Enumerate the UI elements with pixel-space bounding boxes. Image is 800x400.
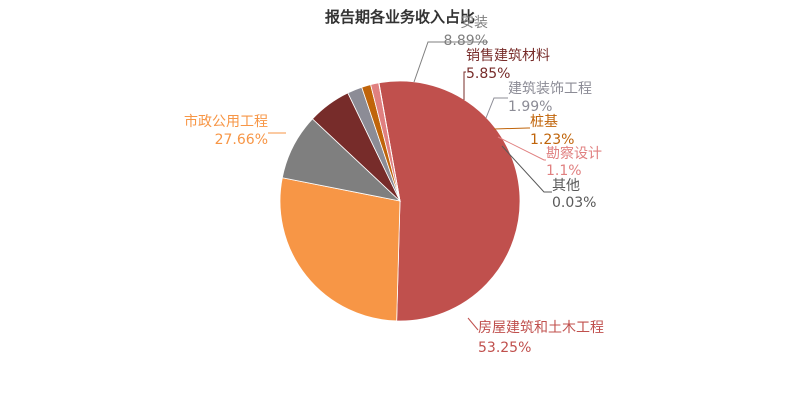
leader-line bbox=[467, 317, 479, 331]
slice-value-label: 53.25% bbox=[478, 340, 531, 356]
pie-slice bbox=[378, 82, 401, 202]
pie-labels: 房屋建筑和土木工程 53.25% 市政公用工程 27.66% 安装 8.89%销售建筑材料… bbox=[184, 15, 604, 356]
leader-line bbox=[413, 41, 488, 83]
slice-name-label: 勘察设计 bbox=[546, 145, 602, 162]
leader-line bbox=[497, 136, 546, 161]
slice-value-label: 1.99% bbox=[508, 99, 552, 115]
slice-name-label: 建筑装饰工程 bbox=[508, 81, 592, 97]
slice-name-label: 销售建筑材料 bbox=[466, 48, 550, 64]
slice-value-label: 0.03% bbox=[552, 195, 596, 211]
slice-value-label: 8.89% bbox=[444, 33, 488, 49]
leader-line bbox=[485, 97, 508, 119]
slice-value-label: 5.85% bbox=[466, 66, 510, 82]
leader-line bbox=[493, 127, 530, 130]
pie-slice bbox=[378, 80, 521, 322]
slice-name-label: 房屋建筑和土木工程 bbox=[478, 320, 604, 336]
pie-slices bbox=[279, 80, 521, 322]
pie-slice bbox=[279, 177, 401, 322]
slice-name-label: 桩基 bbox=[530, 113, 558, 130]
chart-title: 报告期各业务收入占比 bbox=[325, 8, 475, 26]
slice-value-label: 1.23% bbox=[530, 132, 574, 148]
slice-name-label: 市政公用工程 bbox=[184, 113, 268, 130]
slice-value-label: 27.66% bbox=[215, 132, 268, 148]
slice-name-label: 其他 bbox=[552, 178, 580, 194]
leader-line bbox=[463, 71, 466, 100]
slice-value-label: 1.1% bbox=[546, 163, 582, 179]
leader-line bbox=[501, 145, 552, 193]
slice-name-label: 安装 bbox=[460, 15, 488, 31]
